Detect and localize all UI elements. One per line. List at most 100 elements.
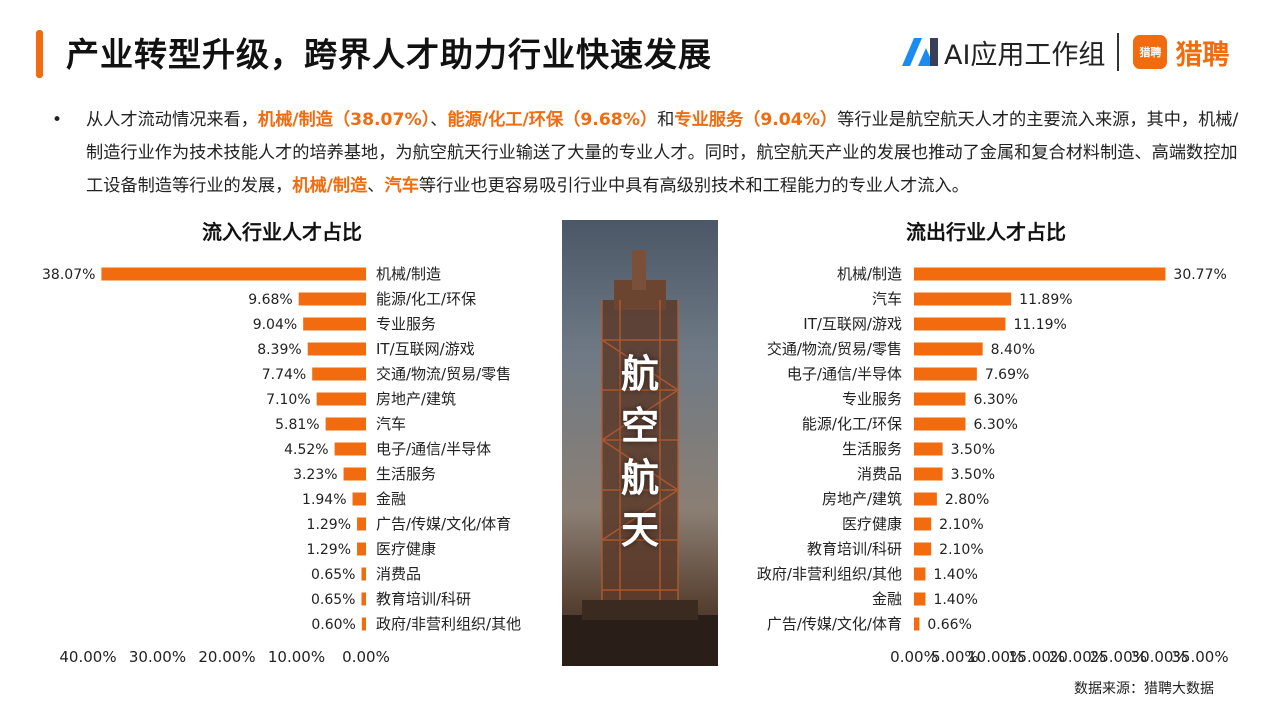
- photo-caption-char: 航: [620, 456, 659, 500]
- outflow-category-label: 机械/制造: [837, 265, 902, 283]
- inflow-value-label: 0.60%: [311, 617, 355, 633]
- outflow-value-label: 2.10%: [939, 517, 983, 533]
- body-text: 等行业是航空航天人才的主要流入来源，其中，机械/制造行业作为技术技能人才的培养基…: [86, 110, 1239, 196]
- outflow-value-label: 2.80%: [945, 492, 989, 508]
- bullet-point-icon: •: [52, 110, 63, 130]
- outflow-bar: [914, 592, 926, 606]
- inflow-bar: [352, 492, 366, 506]
- outflow-value-label: 11.19%: [1013, 317, 1066, 333]
- outflow-bar: [914, 442, 943, 456]
- outflow-value-label: 30.77%: [1173, 267, 1226, 283]
- outflow-category-label: 房地产/建筑: [822, 490, 902, 508]
- highlight-text: 机械/制造: [292, 176, 368, 196]
- outflow-value-label: 2.10%: [939, 542, 983, 558]
- outflow-bar: [914, 417, 966, 431]
- inflow-category-label: 汽车: [376, 415, 406, 433]
- inflow-category-label: 电子/通信/半导体: [376, 440, 491, 458]
- inflow-value-label: 38.07%: [42, 267, 95, 283]
- outflow-value-label: 3.50%: [951, 467, 995, 483]
- inflow-value-label: 7.10%: [266, 392, 310, 408]
- outflow-axis-tick: 20.00%: [1049, 648, 1106, 666]
- body-text: 和: [657, 110, 675, 130]
- inflow-bar: [357, 517, 366, 531]
- photo-caption-char: 航: [620, 352, 659, 396]
- outflow-bar: [914, 267, 1166, 281]
- inflow-bar: [361, 567, 366, 581]
- inflow-axis-tick: 40.00%: [59, 648, 116, 666]
- inflow-chart-title: 流入行业人才占比: [202, 220, 362, 244]
- outflow-category-label: 政府/非营利组织/其他: [757, 565, 902, 583]
- body-text: 、: [430, 110, 448, 130]
- outflow-chart-title: 流出行业人才占比: [906, 220, 1066, 244]
- inflow-category-label: 生活服务: [376, 465, 436, 483]
- inflow-bar: [361, 617, 366, 631]
- inflow-value-label: 1.29%: [307, 517, 351, 533]
- title-accent-bar: [36, 30, 43, 78]
- outflow-axis-tick: 10.00%: [967, 648, 1024, 666]
- inflow-category-label: 消费品: [376, 565, 421, 583]
- outflow-bar: [914, 392, 966, 406]
- outflow-category-label: 能源/化工/环保: [802, 415, 902, 433]
- outflow-axis-tick: 15.00%: [1008, 648, 1065, 666]
- inflow-value-label: 1.29%: [307, 542, 351, 558]
- inflow-bar: [298, 292, 366, 306]
- outflow-value-label: 0.66%: [927, 617, 971, 633]
- rocket-launch-photo: 航空航天: [562, 220, 718, 666]
- outflow-category-label: 广告/传媒/文化/体育: [767, 615, 902, 633]
- body-text: 等行业也更容易吸引行业中具有高级别技术和工程能力的专业人才流入。: [418, 176, 969, 196]
- highlight-text: 专业服务（9.04%）: [674, 110, 838, 130]
- outflow-axis-tick: 25.00%: [1090, 648, 1147, 666]
- outflow-category-label: IT/互联网/游戏: [803, 315, 902, 333]
- data-source-note: 数据来源：猎聘大数据: [1074, 681, 1214, 697]
- inflow-value-label: 4.52%: [284, 442, 328, 458]
- inflow-value-label: 7.74%: [262, 367, 306, 383]
- inflow-category-label: 教育培训/科研: [376, 590, 471, 608]
- liepin-brand-label: 猎聘: [1175, 39, 1230, 71]
- photo-caption-char: 空: [620, 404, 659, 448]
- inflow-axis-tick: 10.00%: [268, 648, 325, 666]
- inflow-bar: [334, 442, 366, 456]
- outflow-value-label: 1.40%: [933, 567, 977, 583]
- inflow-axis-tick: 20.00%: [198, 648, 255, 666]
- outflow-axis-tick: 0.00%: [890, 648, 938, 666]
- inflow-category-label: 机械/制造: [376, 265, 441, 283]
- inflow-category-label: 医疗健康: [376, 540, 436, 558]
- inflow-bar: [343, 467, 366, 481]
- highlight-text: 汽车: [384, 176, 419, 196]
- inflow-category-label: 广告/传媒/文化/体育: [376, 515, 511, 533]
- body-text: 从人才流动情况来看，: [86, 110, 258, 130]
- highlight-text: 机械/制造（38.07%）: [257, 110, 431, 130]
- outflow-axis-tick: 5.00%: [931, 648, 979, 666]
- inflow-value-label: 8.39%: [257, 342, 301, 358]
- outflow-category-label: 电子/通信/半导体: [787, 365, 902, 383]
- outflow-bar: [914, 467, 943, 481]
- outflow-bar: [914, 492, 937, 506]
- outflow-value-label: 6.30%: [973, 392, 1017, 408]
- outflow-bar: [914, 517, 932, 531]
- inflow-category-label: 政府/非营利组织/其他: [376, 615, 521, 633]
- inflow-value-label: 1.94%: [302, 492, 346, 508]
- inflow-bar: [101, 267, 366, 281]
- outflow-value-label: 11.89%: [1019, 292, 1072, 308]
- outflow-bar: [914, 317, 1006, 331]
- inflow-value-label: 0.65%: [311, 567, 355, 583]
- inflow-bar: [357, 542, 366, 556]
- ai-brand-label: AI应用工作组: [944, 39, 1106, 71]
- inflow-value-label: 3.23%: [293, 467, 337, 483]
- outflow-category-label: 生活服务: [842, 440, 902, 458]
- outflow-value-label: 6.30%: [973, 417, 1017, 433]
- inflow-category-label: 专业服务: [376, 315, 436, 333]
- inflow-axis-tick: 0.00%: [342, 648, 390, 666]
- highlight-text: 能源/化工/环保（9.68%）: [447, 110, 658, 130]
- inflow-category-label: 交通/物流/贸易/零售: [376, 365, 511, 383]
- outflow-bar: [914, 542, 932, 556]
- outflow-bar: [914, 617, 920, 631]
- inflow-value-label: 9.04%: [253, 317, 297, 333]
- inflow-category-label: IT/互联网/游戏: [376, 340, 475, 358]
- inflow-value-label: 0.65%: [311, 592, 355, 608]
- inflow-bar: [303, 317, 366, 331]
- inflow-bar: [312, 367, 366, 381]
- inflow-category-label: 房地产/建筑: [376, 390, 456, 408]
- outflow-value-label: 7.69%: [985, 367, 1029, 383]
